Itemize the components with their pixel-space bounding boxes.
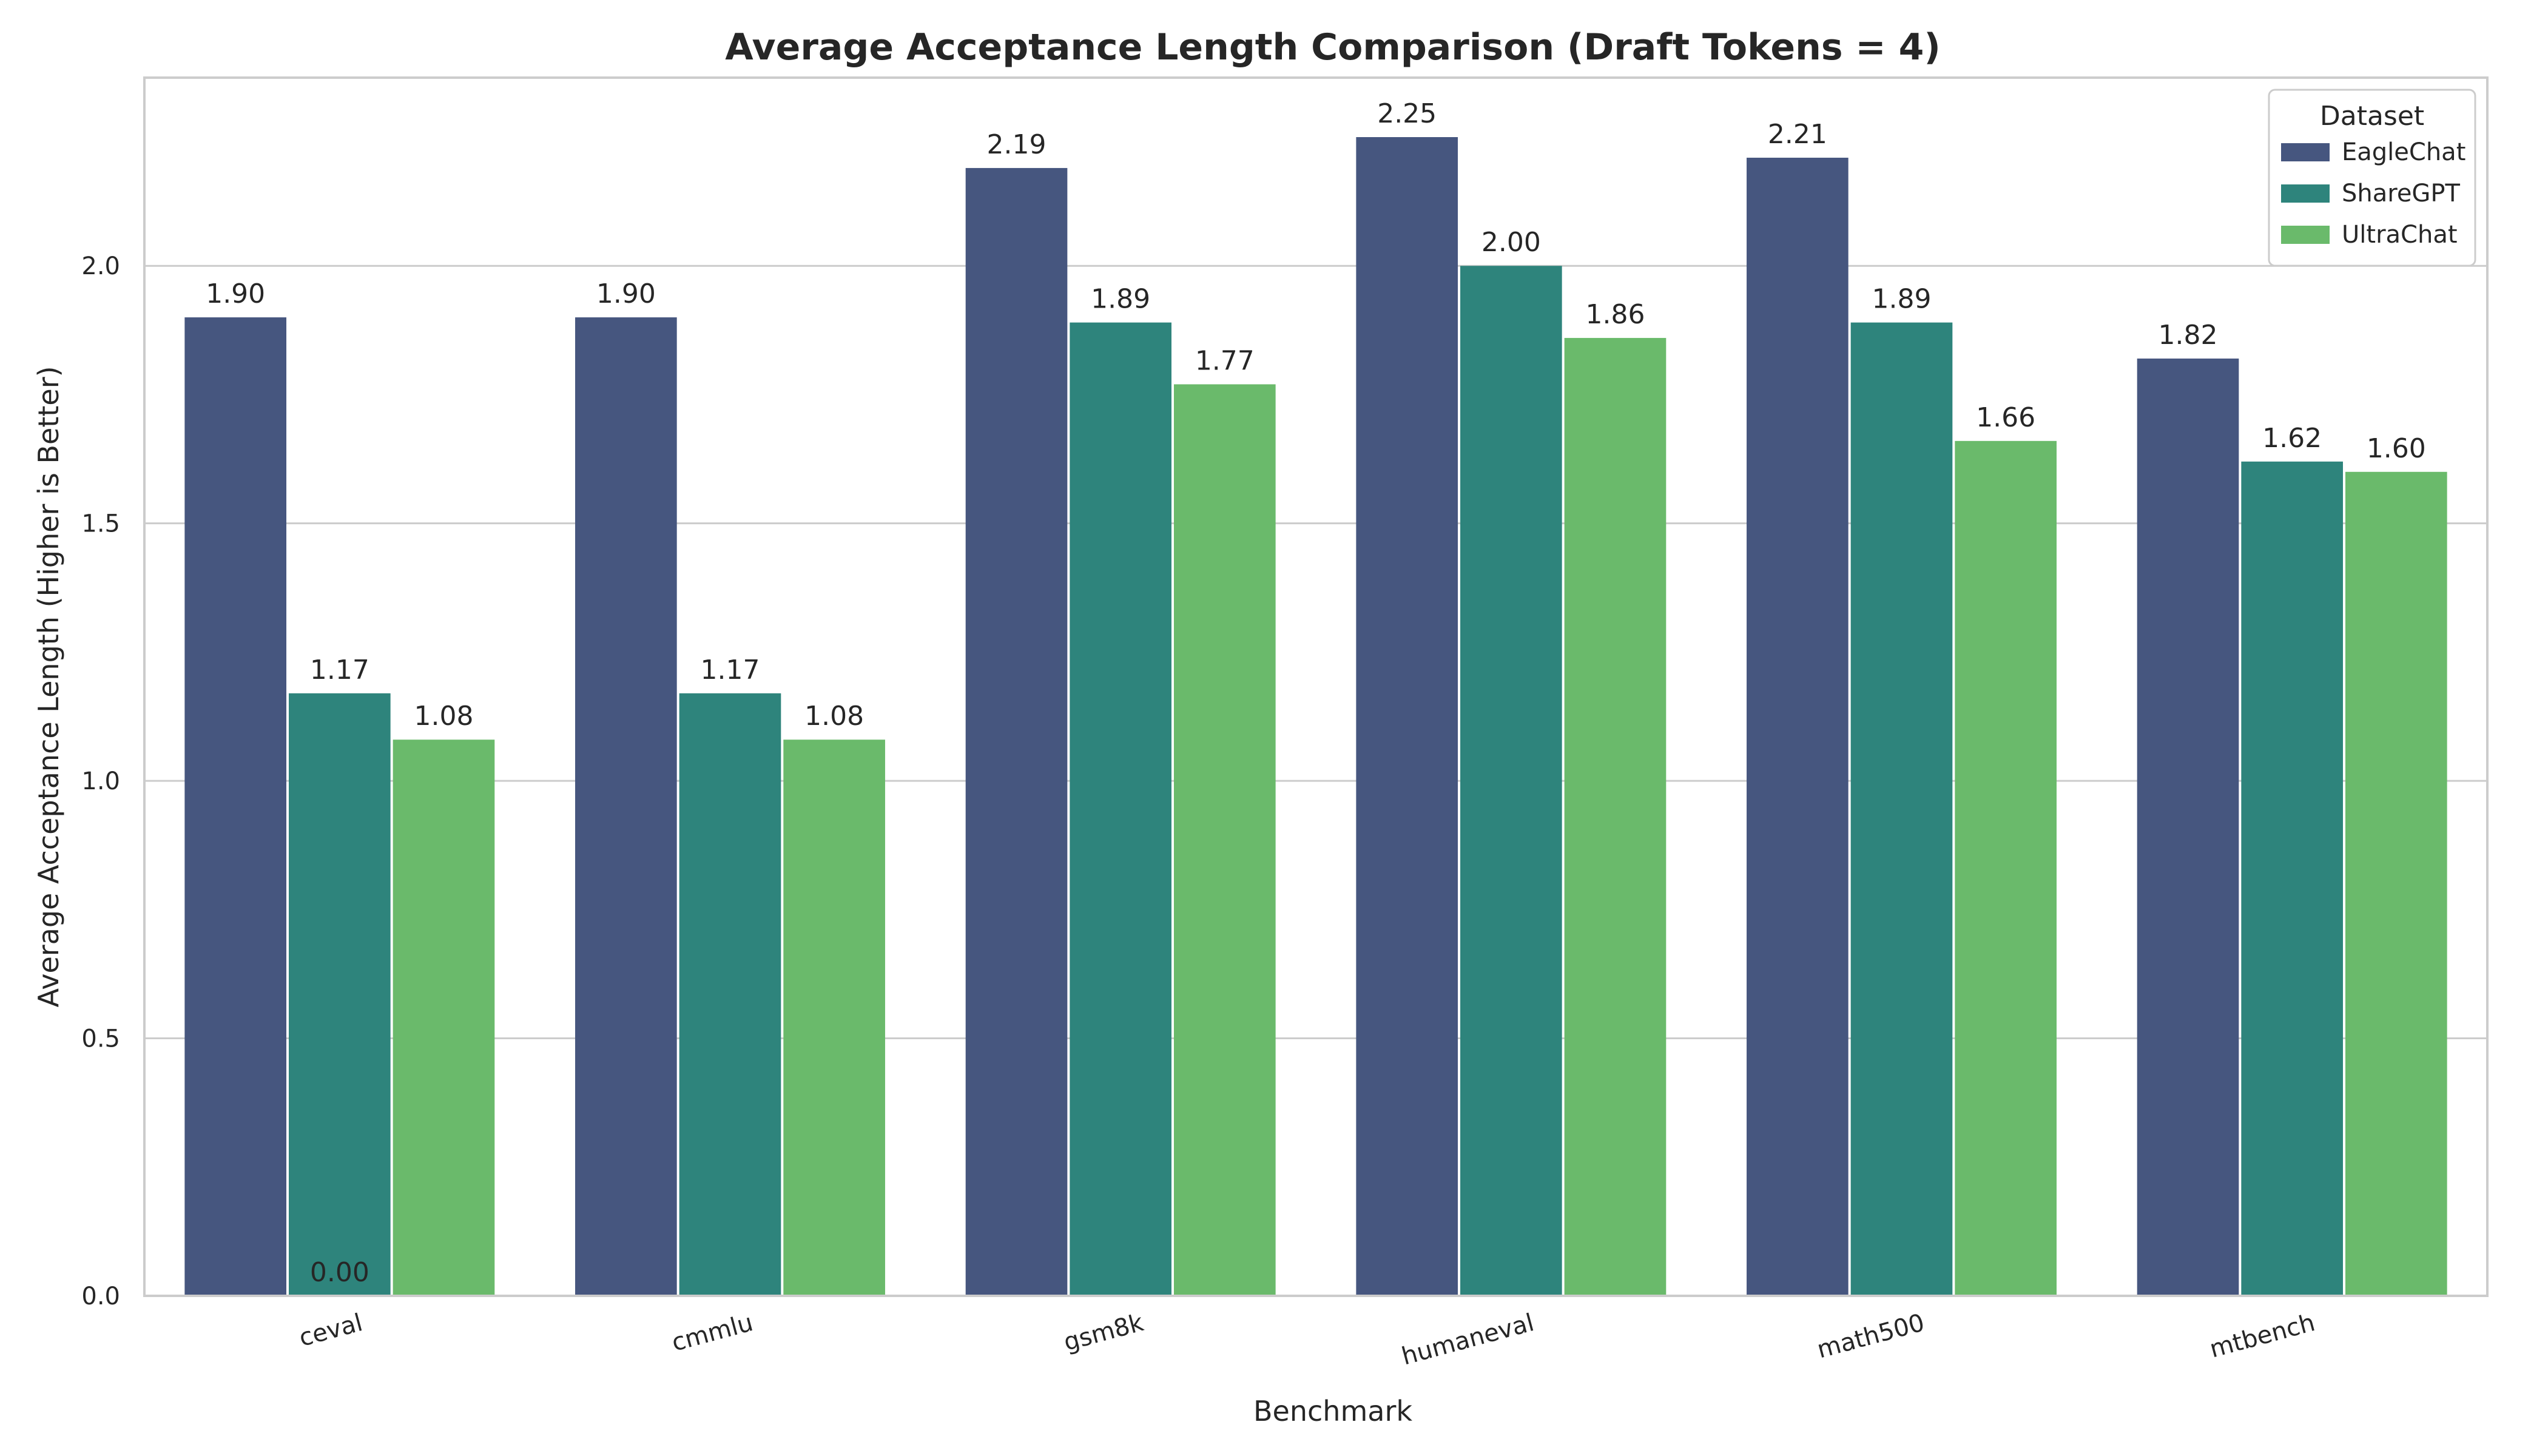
legend-swatch-sharegpt [2281, 184, 2330, 203]
bar-sharegpt-mtbench [2241, 461, 2343, 1296]
legend: Dataset EagleChat ShareGPT UltraChat [2268, 89, 2476, 267]
bar-eaglechat-cmmlu [575, 317, 677, 1296]
legend-swatch-eaglechat [2281, 143, 2330, 161]
bar-eaglechat-mtbench [2137, 359, 2239, 1296]
legend-title: Dataset [2320, 101, 2424, 132]
x-axis-ticks: ceval cmmlu gsm8k humaneval math500 mtbench [296, 1309, 2318, 1370]
plot-frame [143, 76, 2489, 1297]
legend-box [2268, 89, 2476, 267]
y-tick-label: 1.0 [81, 767, 120, 795]
data-label: 1.08 [804, 701, 864, 732]
bar-sharegpt-humaneval [1460, 266, 1562, 1296]
data-label: 2.21 [1768, 119, 1827, 150]
data-label: 1.60 [2367, 433, 2426, 464]
data-label: 1.86 [1585, 299, 1645, 330]
data-label: 1.62 [2262, 423, 2322, 454]
bar-sharegpt-ceval [289, 693, 391, 1296]
data-label: 1.08 [414, 701, 473, 732]
legend-label: ShareGPT [2342, 180, 2461, 207]
bar-sharegpt-math500 [1850, 322, 1953, 1296]
y-axis-ticks: 0.0 0.5 1.0 1.5 2.0 [81, 252, 120, 1310]
legend-items: EagleChat ShareGPT UltraChat [2281, 138, 2465, 249]
legend-label: UltraChat [2342, 221, 2458, 249]
bar-sharegpt-gsm8k [1070, 322, 1171, 1296]
data-label: 1.77 [1195, 345, 1255, 376]
gridlines [144, 265, 2487, 1297]
data-label: 2.00 [1481, 227, 1541, 258]
bar-ultrachat-humaneval [1564, 338, 1667, 1296]
data-labels: 1.90 1.17 1.08 1.90 1.17 1.08 2.19 1.89 1.77 2.25… [206, 98, 2426, 1288]
bar-ultrachat-gsm8k [1173, 384, 1276, 1296]
y-tick-label: 0.5 [81, 1025, 120, 1053]
x-tick-label: mtbench [2207, 1309, 2318, 1363]
bar-eaglechat-humaneval [1356, 137, 1458, 1296]
x-tick-label: gsm8k [1061, 1309, 1147, 1357]
bar-sharegpt-cmmlu [679, 693, 781, 1296]
bar-ultrachat-mtbench [2345, 471, 2447, 1296]
legend-label: EagleChat [2342, 138, 2465, 166]
chart-title: Average Acceptance Length Comparison (Dr… [725, 26, 1941, 69]
y-tick-label: 1.5 [81, 510, 120, 538]
annotation-label: 0.00 [310, 1257, 369, 1288]
x-tick-label: cmmlu [669, 1309, 756, 1357]
data-label: 1.82 [2159, 320, 2218, 351]
x-tick-label: humaneval [1399, 1309, 1537, 1370]
x-axis-label: Benchmark [1253, 1395, 1412, 1427]
bar-eaglechat-math500 [1747, 157, 1849, 1296]
data-label: 1.17 [310, 655, 369, 686]
bar-eaglechat-ceval [184, 317, 287, 1296]
bar-ultrachat-ceval [393, 740, 495, 1296]
y-axis-label: Average Acceptance Length (Higher is Bet… [32, 366, 65, 1007]
data-label: 1.17 [701, 655, 760, 686]
data-label: 1.66 [1976, 402, 2035, 433]
y-tick-label: 2.0 [81, 252, 120, 280]
data-label: 1.90 [596, 278, 656, 309]
y-tick-label: 0.0 [81, 1282, 120, 1310]
data-label: 1.90 [206, 278, 265, 309]
data-label: 2.19 [987, 129, 1046, 160]
data-label: 1.89 [1872, 284, 1932, 315]
legend-swatch-ultrachat [2281, 226, 2330, 244]
bars [184, 137, 2447, 1296]
bar-ultrachat-math500 [1955, 440, 2057, 1296]
data-label: 1.89 [1091, 284, 1150, 315]
x-tick-label: math500 [1814, 1309, 1927, 1364]
bar-eaglechat-gsm8k [965, 167, 1068, 1296]
bar-ultrachat-cmmlu [783, 740, 885, 1296]
x-tick-label: ceval [296, 1309, 365, 1352]
data-label: 2.25 [1377, 98, 1437, 129]
